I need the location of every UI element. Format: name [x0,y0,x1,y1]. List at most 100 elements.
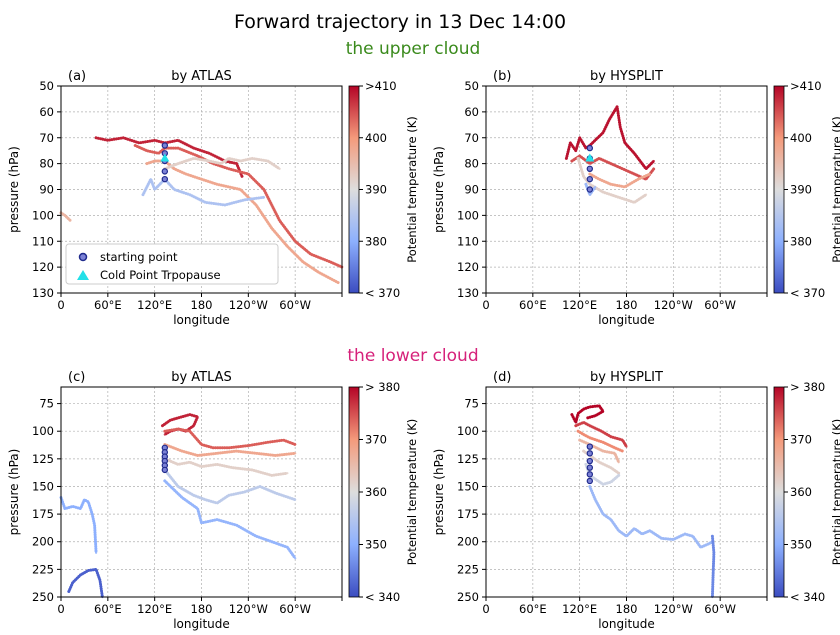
y-tick-label: 70 [464,131,479,145]
colorbar-tick-label: 380 [365,234,387,248]
y-tick-label: 100 [32,424,54,438]
y-tick-label: 90 [39,183,54,197]
x-tick-label: 60°W [704,602,736,616]
colorbar-tick-label: 360 [790,485,812,499]
y-tick-label: 120 [32,260,54,274]
y-tick-label: 60 [39,105,54,119]
panel-label: (a) [68,69,86,84]
y-tick-label: 75 [39,397,54,411]
x-axis-label: longitude [173,617,230,631]
lower-cloud-label: the lower cloud [347,346,478,366]
colorbar-tick-label: < 340 [365,590,400,604]
colorbar-tick-label: >410 [365,79,397,93]
x-tick-label: 120°E [137,602,172,616]
x-tick-label: 120°W [654,602,693,616]
x-tick-label: 120°W [654,298,693,312]
y-axis-label: pressure (hPa) [7,146,21,233]
x-tick-label: 60°W [279,298,311,312]
trajectory-path [570,404,605,424]
starting-point-marker [161,168,169,175]
x-axis-label: longitude [173,313,230,327]
y-tick-label: 200 [457,535,479,549]
x-tick-label: 180 [191,298,213,312]
panel-d: 0 60°E 120°E 180 120°W 60°W 75 100 125 150 175 200 2… [432,370,840,631]
colorbar-tick-label: 380 [790,234,812,248]
trajectory-path [59,496,98,554]
x-tick-label: 0 [57,298,64,312]
trajectory-path [141,178,265,207]
trajectory-path [163,427,297,449]
starting-point-marker [586,144,594,152]
colorbar-tick-label: 400 [365,131,387,145]
colorbar-tick-label: 360 [365,485,387,499]
y-tick-label: 75 [464,397,479,411]
x-tick-label: 120°E [562,298,597,312]
trajectory-path [588,172,652,188]
x-axis-label: longitude [598,313,655,327]
trajectory-path [134,144,344,269]
x-axis-label: longitude [598,617,655,631]
y-tick-label: 150 [32,479,54,493]
starting-point-marker [586,186,594,193]
x-tick-label: 180 [616,602,638,616]
y-tick-label: 150 [457,479,479,493]
colorbar-label: Potential temperature (K) [830,116,840,263]
x-tick-label: 60°E [519,602,547,616]
legend-box [65,243,279,285]
starting-point-marker [586,477,594,485]
y-tick-label: 60 [464,105,479,119]
starting-point-marker [161,175,169,183]
starting-point-marker [586,175,594,183]
x-tick-label: 60°W [704,298,736,312]
y-tick-label: 200 [32,535,54,549]
trajectory-path [163,443,297,457]
colorbar-tick-label: 400 [790,131,812,145]
panel-title: by ATLAS [171,69,232,84]
y-tick-label: 90 [464,183,479,197]
y-tick-label: 120 [457,260,479,274]
panel-label: (b) [493,69,511,84]
colorbar [773,85,785,294]
colorbar-tick-label: < 340 [790,590,825,604]
colorbar-tick-label: > 380 [365,380,400,394]
trajectory-path [67,568,104,599]
x-tick-label: 0 [482,298,489,312]
x-tick-label: 60°E [94,602,122,616]
colorbar-tick-label: 350 [365,538,387,552]
y-tick-label: 100 [457,208,479,222]
trajectory-path [163,468,297,505]
y-tick-label: 125 [32,452,54,466]
x-tick-label: 180 [616,298,638,312]
panel-a: 0 60°E 120°E 180 120°W 60°W 50 60 70 80 90 100 110 12… [7,69,419,327]
colorbar-tick-label: < 370 [790,286,825,300]
colorbar-label: Potential temperature (K) [405,419,419,566]
legend-cold-point-label: Cold Point Trpopause [100,268,221,282]
x-tick-label: 60°E [519,298,547,312]
panel-title: by HYSPLIT [590,370,663,385]
colorbar-tick-label: 370 [365,433,387,447]
y-tick-label: 250 [457,590,479,604]
panel-title: by ATLAS [171,370,232,385]
starting-point-marker [161,466,169,474]
trajectory-path [163,157,281,170]
y-tick-label: 50 [464,79,479,93]
trajectory-path [163,479,297,560]
x-tick-label: 60°W [279,602,311,616]
y-tick-label: 80 [464,157,479,171]
y-tick-label: 175 [32,507,54,521]
upper-cloud-label: the upper cloud [346,39,481,59]
panel-label: (d) [493,370,511,385]
starting-point-marker [586,165,594,172]
y-tick-label: 80 [39,157,54,171]
trajectory-path [576,157,648,204]
y-tick-label: 175 [457,507,479,521]
legend-cold-point-marker [77,270,89,280]
trajectory-path [711,535,716,599]
trajectory-path [565,105,655,170]
x-tick-label: 180 [191,602,213,616]
x-tick-label: 120°E [562,602,597,616]
legend-starting-point-marker [78,252,88,262]
x-tick-label: 0 [57,602,64,616]
panel-label: (c) [68,370,85,385]
